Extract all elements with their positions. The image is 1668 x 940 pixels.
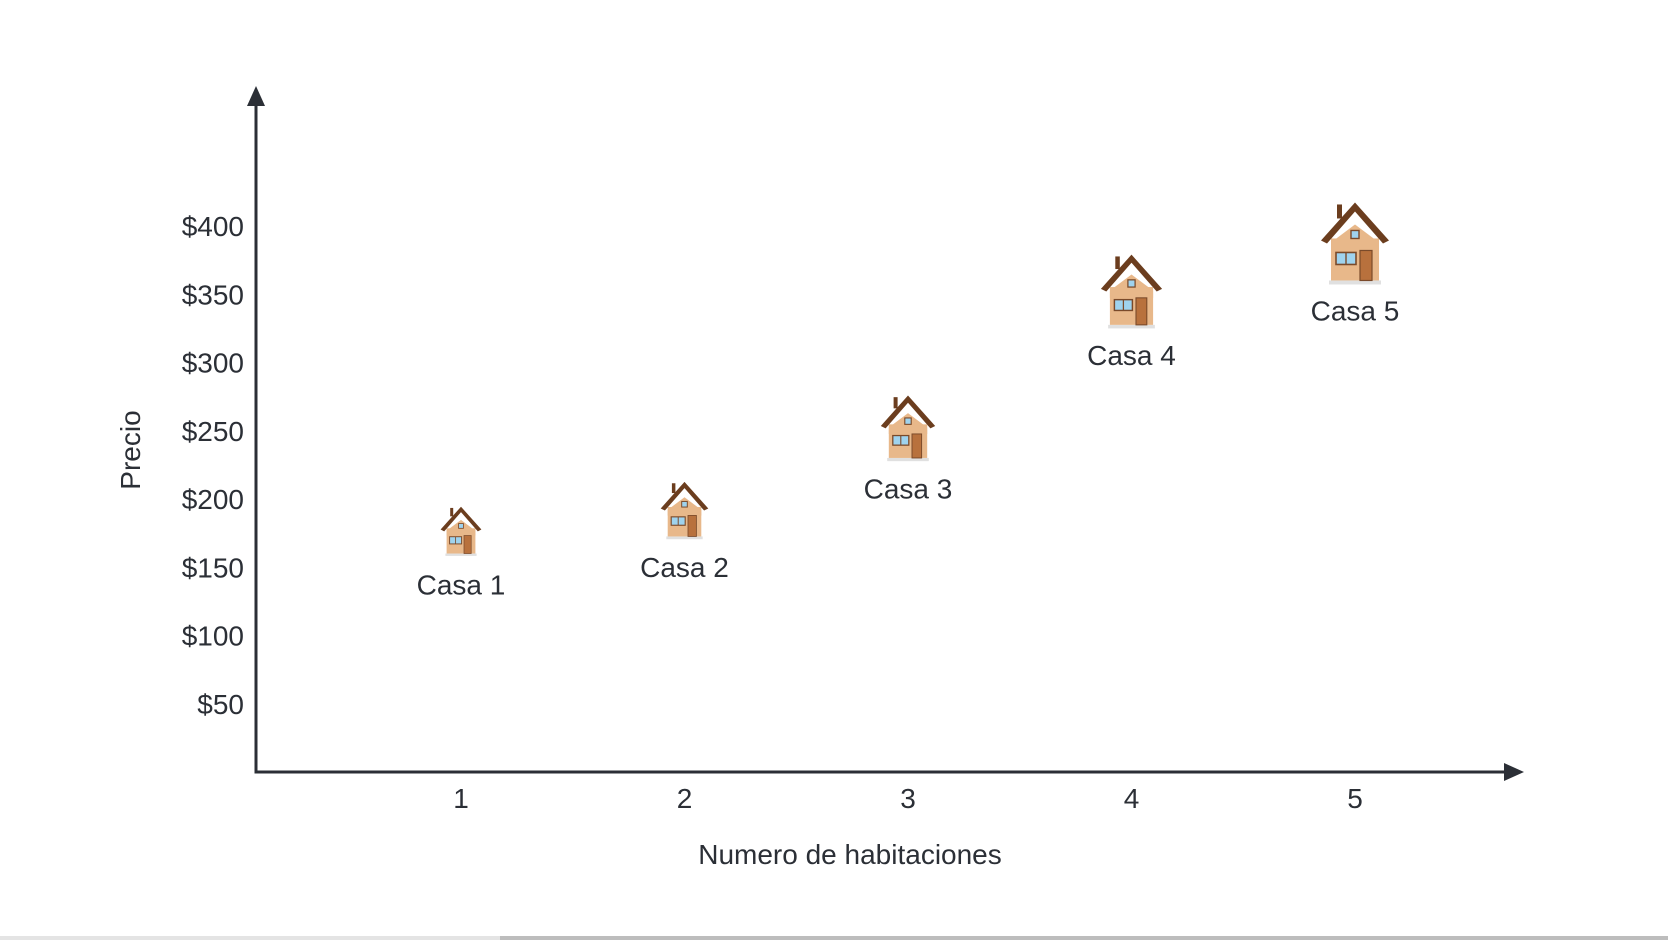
y-tick-label: $300 xyxy=(182,348,244,379)
point-label: Casa 5 xyxy=(1311,295,1400,326)
data-point: Casa 3 xyxy=(864,395,953,504)
y-tick-label: $150 xyxy=(182,552,244,583)
point-label: Casa 1 xyxy=(417,569,506,600)
x-tick-label: 2 xyxy=(677,783,693,814)
data-point: Casa 5 xyxy=(1311,202,1400,326)
house-icon xyxy=(440,506,482,556)
y-tick-label: $50 xyxy=(197,689,244,720)
house-icon xyxy=(880,395,936,462)
y-axis-title: Precio xyxy=(115,410,146,489)
house-icon xyxy=(1100,254,1163,329)
data-point: Casa 2 xyxy=(640,481,729,583)
y-tick-label: $100 xyxy=(182,621,244,652)
y-tick-label: $250 xyxy=(182,416,244,447)
y-tick-label: $350 xyxy=(182,279,244,310)
point-label: Casa 2 xyxy=(640,552,729,583)
point-label: Casa 3 xyxy=(864,473,953,504)
x-tick-label: 3 xyxy=(900,783,916,814)
point-label: Casa 4 xyxy=(1087,340,1176,371)
x-axis-title: Numero de habitaciones xyxy=(698,839,1002,870)
x-axis-arrow xyxy=(1504,763,1524,781)
data-point: Casa 4 xyxy=(1087,254,1176,371)
y-axis-arrow xyxy=(247,86,265,106)
x-tick-label: 1 xyxy=(453,783,469,814)
house-icon xyxy=(1321,202,1389,285)
data-point: Casa 1 xyxy=(417,506,506,600)
y-tick-label: $400 xyxy=(182,211,244,242)
axes xyxy=(247,86,1524,781)
x-tick-label: 4 xyxy=(1124,783,1140,814)
x-tick-labels: 1 2 3 4 5 xyxy=(453,783,1363,814)
y-tick-label: $200 xyxy=(182,484,244,515)
progress-fill xyxy=(500,936,1668,940)
x-tick-label: 5 xyxy=(1347,783,1363,814)
house-icon xyxy=(660,481,709,540)
y-tick-labels: $50 $100 $150 $200 $250 $300 $350 $400 xyxy=(182,211,244,720)
data-points: Casa 1 Casa 2 Casa 3 Casa 4 Casa 5 xyxy=(417,202,1400,600)
